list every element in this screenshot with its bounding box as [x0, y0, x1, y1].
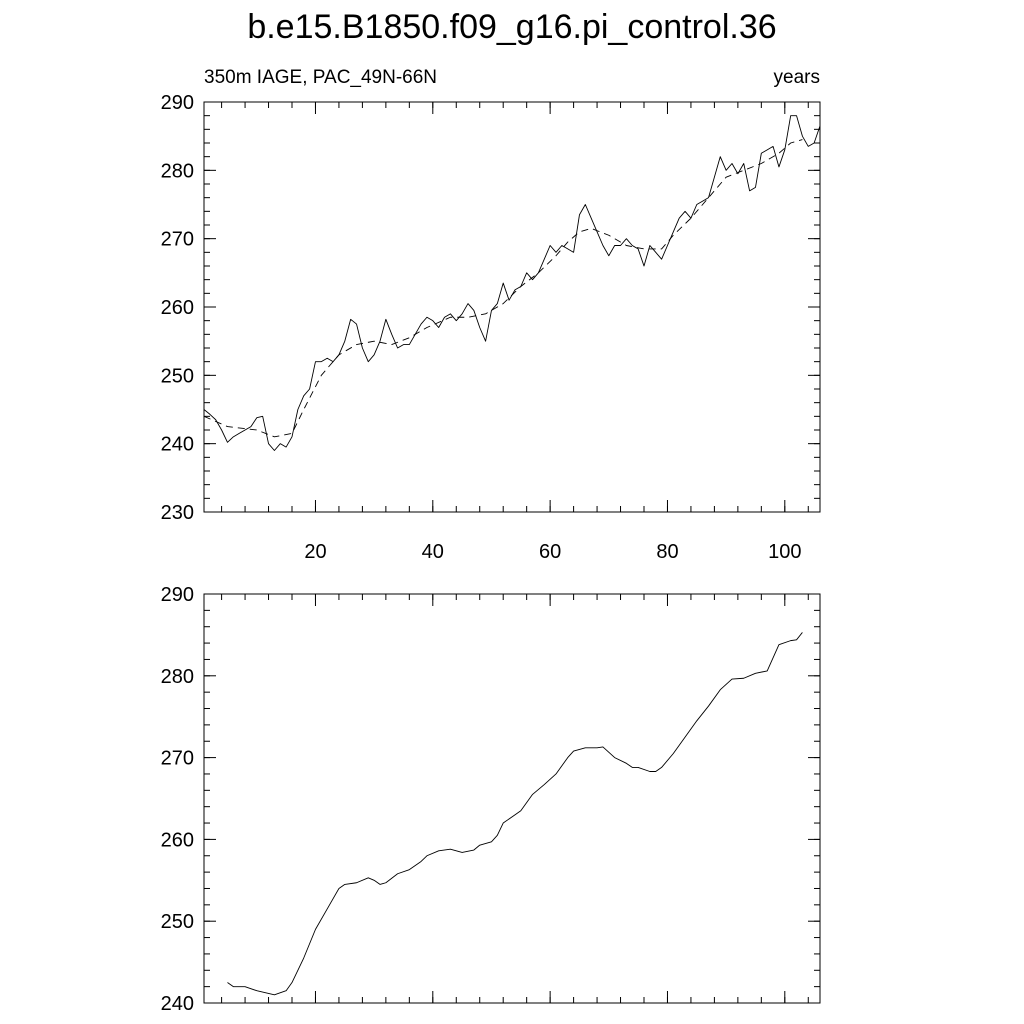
x-tick-label: 20 — [304, 541, 326, 563]
x-tick-label: 60 — [539, 541, 561, 563]
y-tick-label: 250 — [161, 911, 194, 933]
y-tick-label: 240 — [161, 993, 194, 1015]
x-tick-label: 40 — [422, 541, 444, 563]
subtitle-right: years — [774, 67, 820, 88]
y-tick-label: 270 — [161, 748, 194, 770]
plot-frame — [203, 101, 821, 513]
plot-frame — [203, 593, 821, 1004]
y-tick-label: 240 — [161, 434, 194, 456]
y-tick-label: 290 — [161, 92, 194, 114]
data-line — [227, 632, 803, 996]
subtitle-left: 350m IAGE, PAC_49N-66N — [204, 67, 437, 88]
y-tick-label: 280 — [161, 666, 194, 688]
y-tick-label: 280 — [161, 160, 194, 182]
y-tick-label: 250 — [161, 365, 194, 387]
y-tick-label: 290 — [161, 584, 194, 606]
chart-title: b.e15.B1850.f09_g16.pi_control.36 — [247, 8, 776, 46]
y-tick-label: 260 — [161, 829, 194, 851]
x-tick-label: 80 — [656, 541, 678, 563]
y-tick-label: 230 — [161, 502, 194, 524]
x-tick-label: 100 — [768, 541, 801, 563]
y-tick-label: 270 — [161, 229, 194, 251]
y-tick-label: 260 — [161, 297, 194, 319]
data-line — [203, 115, 821, 451]
smoothed-line — [203, 139, 803, 438]
